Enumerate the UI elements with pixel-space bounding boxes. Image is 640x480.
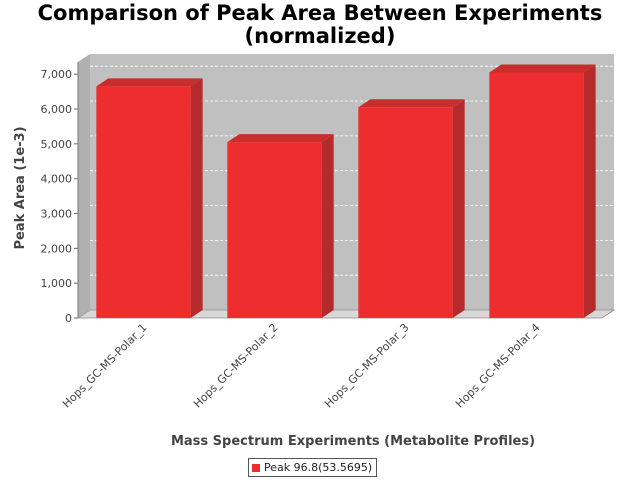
bar-side-face — [452, 99, 465, 318]
bar-side-face — [583, 64, 596, 319]
bar-top-face — [489, 64, 596, 73]
bar-top-face — [227, 134, 334, 143]
bar-front-face — [227, 142, 322, 318]
bars — [96, 64, 596, 319]
legend-label: Peak 96.8(53.5695) — [264, 461, 373, 474]
bar-top-face — [96, 78, 203, 87]
legend-swatch — [252, 463, 260, 472]
bar — [489, 64, 596, 319]
chart-title-line-1: Comparison of Peak Area Between Experime… — [37, 1, 603, 25]
legend: Peak 96.8(53.5695) — [248, 458, 378, 477]
y-tick-label: 2,000 — [41, 242, 73, 255]
plot-left-wall — [78, 54, 90, 318]
x-axis-label: Mass Spectrum Experiments (Metabolite Pr… — [171, 434, 535, 449]
chart-title-line-2: (normalized) — [244, 24, 396, 48]
y-tick-label: 0 — [65, 312, 72, 325]
x-tick-label: Hops_GC-MS-Polar_2 — [191, 321, 281, 411]
y-tick-label: 4,000 — [41, 173, 73, 186]
bar-side-face — [321, 134, 334, 318]
bar-side-face — [190, 78, 203, 318]
bar-front-face — [96, 86, 191, 318]
bar-top-face — [358, 99, 465, 108]
x-tick-label: Hops_GC-MS-Polar_3 — [322, 321, 412, 411]
x-tick-label: Hops_GC-MS-Polar_1 — [60, 321, 150, 411]
y-tick-label: 6,000 — [41, 103, 73, 116]
bar — [227, 134, 334, 318]
y-tick-label: 5,000 — [41, 138, 73, 151]
chart-title: Comparison of Peak Area Between Experime… — [0, 2, 640, 48]
y-tick-label: 3,000 — [41, 208, 73, 221]
y-axis-label: Peak Area (1e-3) — [13, 126, 28, 249]
y-tick-label: 1,000 — [41, 277, 73, 290]
x-tick-label: Hops_GC-MS-Polar_4 — [453, 321, 543, 411]
bar — [96, 78, 203, 318]
y-tick-label: 7,000 — [41, 68, 73, 81]
bar-front-face — [489, 72, 584, 319]
bar — [358, 99, 465, 319]
bar-front-face — [358, 107, 453, 319]
